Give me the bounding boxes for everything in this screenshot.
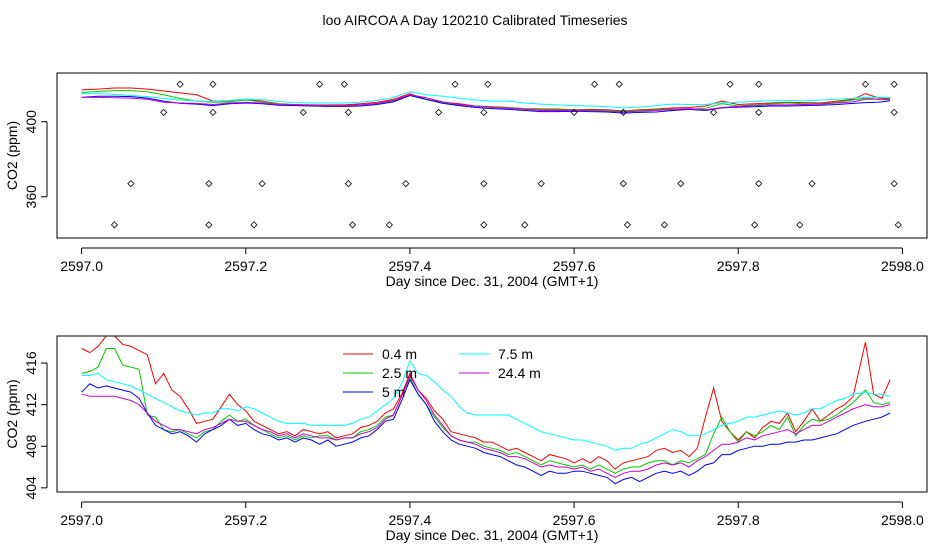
data-point-marker: [402, 180, 410, 188]
data-point-marker: [726, 80, 734, 88]
x-axis: 2597.0 2597.2 2597.4 2597.6 2597.8 2598.0 Day …: [60, 501, 924, 543]
data-point-marker: [344, 108, 352, 116]
x-tick-label: 2598.0: [881, 512, 924, 528]
data-point-marker: [176, 80, 184, 88]
data-point-marker: [250, 221, 258, 229]
data-point-marker: [385, 221, 393, 229]
data-point-marker: [160, 108, 168, 116]
legend-label: 0.4 m: [382, 346, 417, 362]
x-tick-label: 2597.8: [717, 258, 760, 274]
data-point-marker: [451, 80, 459, 88]
series-line-5: [81, 94, 891, 113]
data-point-marker: [205, 180, 213, 188]
y-tick-label: 416: [23, 351, 39, 375]
x-tick-label: 2597.2: [224, 512, 267, 528]
plot-frame: [56, 72, 928, 239]
series-line-2-5-m: [81, 348, 891, 474]
data-point-marker: [894, 221, 902, 229]
data-point-marker: [890, 180, 898, 188]
data-point-marker: [808, 180, 816, 188]
series-line-0-4-m: [81, 336, 891, 470]
data-point-marker: [755, 180, 763, 188]
x-tick-label: 2597.2: [224, 258, 267, 274]
data-point-marker: [209, 108, 217, 116]
data-point-marker: [480, 221, 488, 229]
data-point-marker: [861, 80, 870, 88]
x-tick-label: 2597.6: [553, 512, 596, 528]
x-tick-label: 2597.0: [60, 512, 103, 528]
x-tick-label: 2597.0: [60, 258, 103, 274]
data-point-marker: [710, 108, 718, 116]
x-tick-label: 2597.4: [389, 512, 432, 528]
series-line-24-4-m: [81, 374, 891, 478]
data-point-marker: [340, 80, 348, 88]
y-axis-label: CO2 (ppm): [4, 379, 20, 448]
panel-bottom-timeseries: 2597.0 2597.2 2597.4 2597.6 2597.8 2598.0 Day …: [4, 335, 928, 543]
panel-top-timeseries: 2597.0 2597.2 2597.4 2597.6 2597.8 2598.0 Day …: [4, 72, 928, 289]
data-point-marker: [258, 180, 266, 188]
data-point-marker: [521, 221, 529, 229]
data-point-marker: [623, 221, 631, 229]
data-point-marker: [316, 80, 324, 88]
x-tick-label: 2597.8: [717, 512, 760, 528]
data-point-marker: [570, 108, 578, 116]
y-axis-label: CO2 (ppm): [4, 121, 20, 190]
series-line-4: [81, 91, 891, 109]
y-tick-label: 360: [23, 185, 39, 209]
data-point-marker: [127, 180, 135, 188]
series-line-3: [81, 94, 891, 114]
x-axis-label: Day since Dec. 31, 2004 (GMT+1): [386, 527, 599, 543]
series-line-5-m: [81, 378, 891, 485]
legend-label: 7.5 m: [498, 346, 533, 362]
x-axis-label: Day since Dec. 31, 2004 (GMT+1): [386, 273, 599, 289]
data-point-marker: [348, 221, 357, 229]
y-tick-label: 408: [23, 434, 39, 458]
data-point-marker: [890, 80, 898, 88]
legend-label: 5 m: [382, 384, 405, 400]
data-point-marker: [755, 108, 763, 116]
data-point-marker: [484, 80, 492, 88]
series-line-7-5-m: [81, 359, 891, 451]
data-point-marker: [660, 221, 668, 229]
y-tick-label: 400: [23, 110, 39, 134]
marker-group: [110, 80, 902, 229]
data-point-marker: [677, 180, 685, 188]
data-point-marker: [591, 80, 599, 88]
data-point-marker: [209, 80, 217, 88]
series-group: [81, 336, 891, 485]
data-point-marker: [796, 221, 804, 229]
data-point-marker: [344, 180, 352, 188]
data-point-marker: [435, 108, 443, 116]
data-point-marker: [299, 108, 307, 116]
legend-label: 24.4 m: [498, 365, 541, 381]
data-point-marker: [890, 108, 898, 116]
plot-frame: [56, 335, 928, 493]
y-tick-label: 404: [23, 476, 39, 500]
data-point-marker: [480, 180, 488, 188]
data-point-marker: [619, 180, 627, 188]
x-tick-label: 2598.0: [881, 258, 924, 274]
y-tick-label: 412: [23, 393, 39, 417]
legend: 0.4 m 2.5 m 5 m 7.5 m 24.4 m: [343, 346, 541, 400]
figure-title: loo AIRCOA A Day 120210 Calibrated Times…: [322, 12, 627, 28]
x-tick-label: 2597.4: [389, 258, 432, 274]
legend-label: 2.5 m: [382, 365, 417, 381]
data-point-marker: [110, 221, 119, 229]
data-point-marker: [751, 221, 759, 229]
data-point-marker: [480, 108, 488, 116]
series-group: [81, 87, 891, 114]
data-point-marker: [615, 80, 623, 88]
data-point-marker: [619, 108, 627, 116]
x-tick-label: 2597.6: [553, 258, 596, 274]
data-point-marker: [205, 221, 213, 229]
x-axis: 2597.0 2597.2 2597.4 2597.6 2597.8 2598.0 Day …: [60, 247, 924, 289]
data-point-marker: [537, 180, 545, 188]
data-point-marker: [755, 80, 763, 88]
